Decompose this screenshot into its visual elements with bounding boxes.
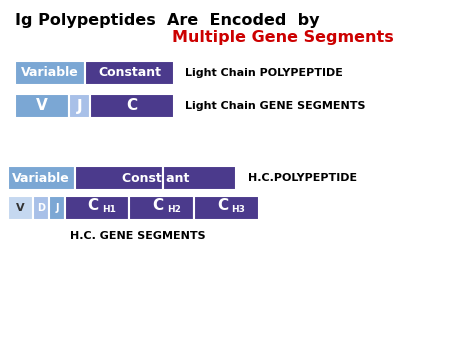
FancyBboxPatch shape [194, 196, 259, 220]
Text: Light Chain GENE SEGMENTS: Light Chain GENE SEGMENTS [185, 101, 366, 111]
Text: Variable: Variable [12, 171, 70, 185]
Text: J: J [55, 203, 59, 213]
FancyBboxPatch shape [130, 196, 194, 220]
Text: Light Chain POLYPEPTIDE: Light Chain POLYPEPTIDE [185, 68, 343, 78]
FancyBboxPatch shape [8, 196, 33, 220]
Text: C: C [126, 98, 138, 114]
FancyBboxPatch shape [8, 166, 75, 190]
Text: C: C [88, 198, 99, 214]
Text: V: V [16, 203, 25, 213]
Text: Multiple Gene Segments: Multiple Gene Segments [171, 30, 393, 45]
FancyBboxPatch shape [86, 61, 174, 85]
Text: Variable: Variable [21, 67, 79, 79]
Text: H1: H1 [102, 206, 116, 215]
Text: Ig Polypeptides  Are  Encoded  by: Ig Polypeptides Are Encoded by [15, 13, 319, 28]
Text: C: C [217, 198, 228, 214]
Text: V: V [36, 98, 48, 114]
FancyBboxPatch shape [15, 94, 69, 118]
FancyBboxPatch shape [65, 196, 130, 220]
Text: H.C.POLYPEPTIDE: H.C.POLYPEPTIDE [248, 173, 357, 183]
FancyBboxPatch shape [69, 94, 90, 118]
Text: H.C. GENE SEGMENTS: H.C. GENE SEGMENTS [70, 231, 205, 241]
Text: Const ant: Const ant [122, 171, 189, 185]
FancyBboxPatch shape [49, 196, 65, 220]
Text: H3: H3 [231, 206, 245, 215]
FancyBboxPatch shape [15, 61, 86, 85]
FancyBboxPatch shape [163, 166, 236, 190]
Text: H2: H2 [167, 206, 180, 215]
Text: Constant: Constant [98, 67, 161, 79]
Text: J: J [76, 98, 82, 114]
FancyBboxPatch shape [90, 94, 174, 118]
Text: D: D [37, 203, 45, 213]
Text: C: C [153, 198, 163, 214]
FancyBboxPatch shape [75, 166, 163, 190]
FancyBboxPatch shape [33, 196, 49, 220]
